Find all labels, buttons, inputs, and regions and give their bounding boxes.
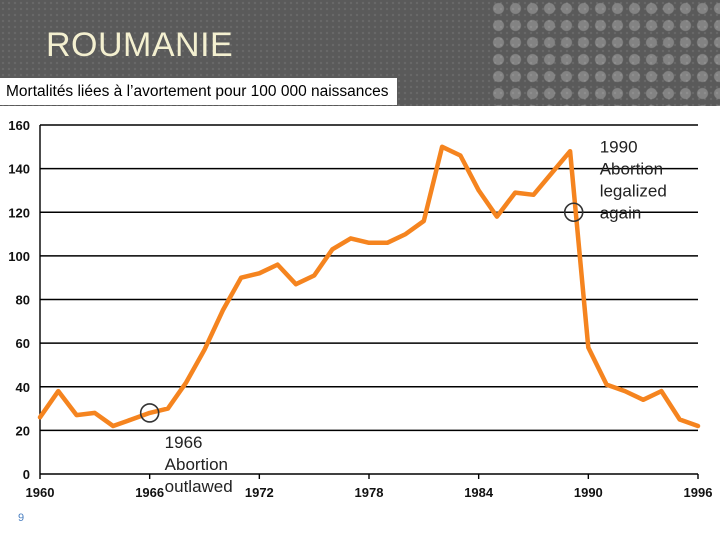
- x-tick-label: 1978: [355, 485, 384, 500]
- annotation-text: legalized: [600, 181, 667, 200]
- annotation-marker: [139, 403, 160, 423]
- slide-title: ROUMANIE: [46, 26, 234, 64]
- x-tick-label: 1972: [245, 485, 274, 500]
- y-tick-label: 60: [16, 336, 30, 351]
- chart-subtitle: Mortalités liées à l’avortement pour 100…: [0, 78, 397, 105]
- annotation-marker: [563, 202, 584, 223]
- page-number: 9: [18, 512, 25, 524]
- y-tick-label: 20: [16, 423, 30, 438]
- annotation-text: outlawed: [165, 477, 233, 496]
- x-tick-label: 1966: [135, 485, 164, 500]
- chart-series: [37, 144, 701, 429]
- annotation-text: again: [600, 203, 642, 222]
- y-tick-label: 80: [16, 293, 30, 308]
- slide-header: ROUMANIE Mortalités liées à l’avortement…: [0, 0, 720, 106]
- x-axis-ticks: 1960 1966 1972 1978 1984 1990 1996: [26, 474, 713, 500]
- x-tick-label: 1960: [26, 485, 55, 500]
- annotation-text: Abortion: [600, 159, 663, 178]
- y-tick-label: 0: [23, 467, 30, 482]
- y-tick-label: 140: [8, 162, 30, 177]
- y-tick-label: 100: [8, 249, 30, 264]
- annotation-text: Abortion: [165, 455, 228, 474]
- x-tick-label: 1996: [684, 485, 713, 500]
- annotation-text: 1966: [165, 433, 203, 452]
- x-tick-label: 1990: [574, 485, 603, 500]
- y-tick-label: 120: [8, 205, 30, 220]
- y-axis-ticks: 160 140 120 100 80 60 40 20 0: [8, 118, 30, 482]
- chart-annotations: 1966 Abortion outlawed 1990 Abortion legalize…: [139, 137, 667, 496]
- y-tick-label: 160: [8, 118, 30, 133]
- annotation-text: 1990: [600, 137, 638, 156]
- x-tick-label: 1984: [464, 485, 494, 500]
- decorative-dot-pattern: [490, 0, 720, 106]
- y-tick-label: 40: [16, 380, 30, 395]
- series-line: [37, 144, 701, 429]
